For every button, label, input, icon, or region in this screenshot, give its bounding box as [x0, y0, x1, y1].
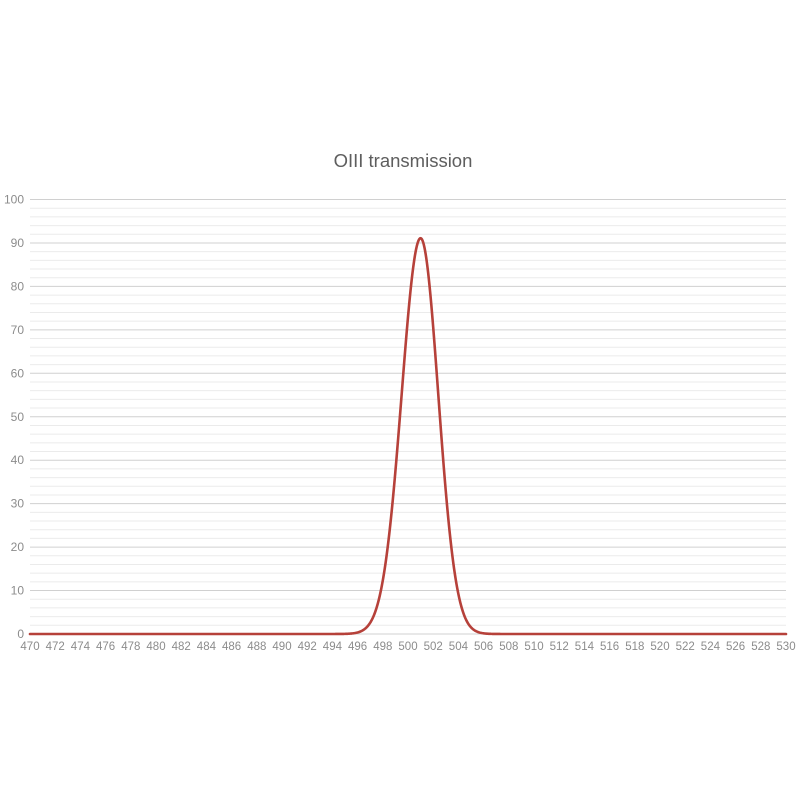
svg-text:50: 50 [11, 410, 25, 424]
svg-text:528: 528 [751, 641, 770, 653]
svg-text:504: 504 [449, 641, 469, 653]
svg-text:514: 514 [575, 641, 595, 653]
svg-text:70: 70 [11, 323, 25, 337]
svg-text:484: 484 [197, 641, 217, 653]
svg-text:474: 474 [71, 641, 91, 653]
svg-text:516: 516 [600, 641, 619, 653]
svg-text:494: 494 [323, 641, 343, 653]
svg-text:488: 488 [247, 641, 266, 653]
svg-text:OIII transmission: OIII transmission [334, 150, 473, 171]
svg-text:476: 476 [96, 641, 115, 653]
svg-text:90: 90 [11, 236, 25, 250]
svg-text:502: 502 [424, 641, 443, 653]
svg-text:0: 0 [17, 627, 24, 641]
svg-text:498: 498 [373, 641, 392, 653]
svg-text:510: 510 [524, 641, 543, 653]
svg-text:472: 472 [46, 641, 65, 653]
svg-text:486: 486 [222, 641, 241, 653]
svg-text:60: 60 [11, 366, 25, 380]
svg-text:518: 518 [625, 641, 644, 653]
svg-text:508: 508 [499, 641, 518, 653]
svg-text:478: 478 [121, 641, 140, 653]
svg-text:526: 526 [726, 641, 745, 653]
svg-text:40: 40 [11, 453, 25, 467]
svg-text:20: 20 [11, 540, 25, 554]
svg-text:506: 506 [474, 641, 493, 653]
svg-text:520: 520 [650, 641, 669, 653]
svg-text:500: 500 [398, 641, 417, 653]
svg-text:512: 512 [550, 641, 569, 653]
svg-text:80: 80 [11, 279, 25, 293]
svg-text:496: 496 [348, 641, 367, 653]
svg-text:10: 10 [11, 584, 25, 598]
svg-text:470: 470 [20, 641, 39, 653]
svg-text:30: 30 [11, 497, 25, 511]
svg-text:100: 100 [4, 193, 24, 207]
svg-text:482: 482 [172, 641, 191, 653]
svg-text:490: 490 [272, 641, 291, 653]
svg-text:522: 522 [676, 641, 695, 653]
svg-text:480: 480 [146, 641, 165, 653]
svg-text:530: 530 [776, 641, 795, 653]
svg-text:492: 492 [298, 641, 317, 653]
svg-text:524: 524 [701, 641, 721, 653]
